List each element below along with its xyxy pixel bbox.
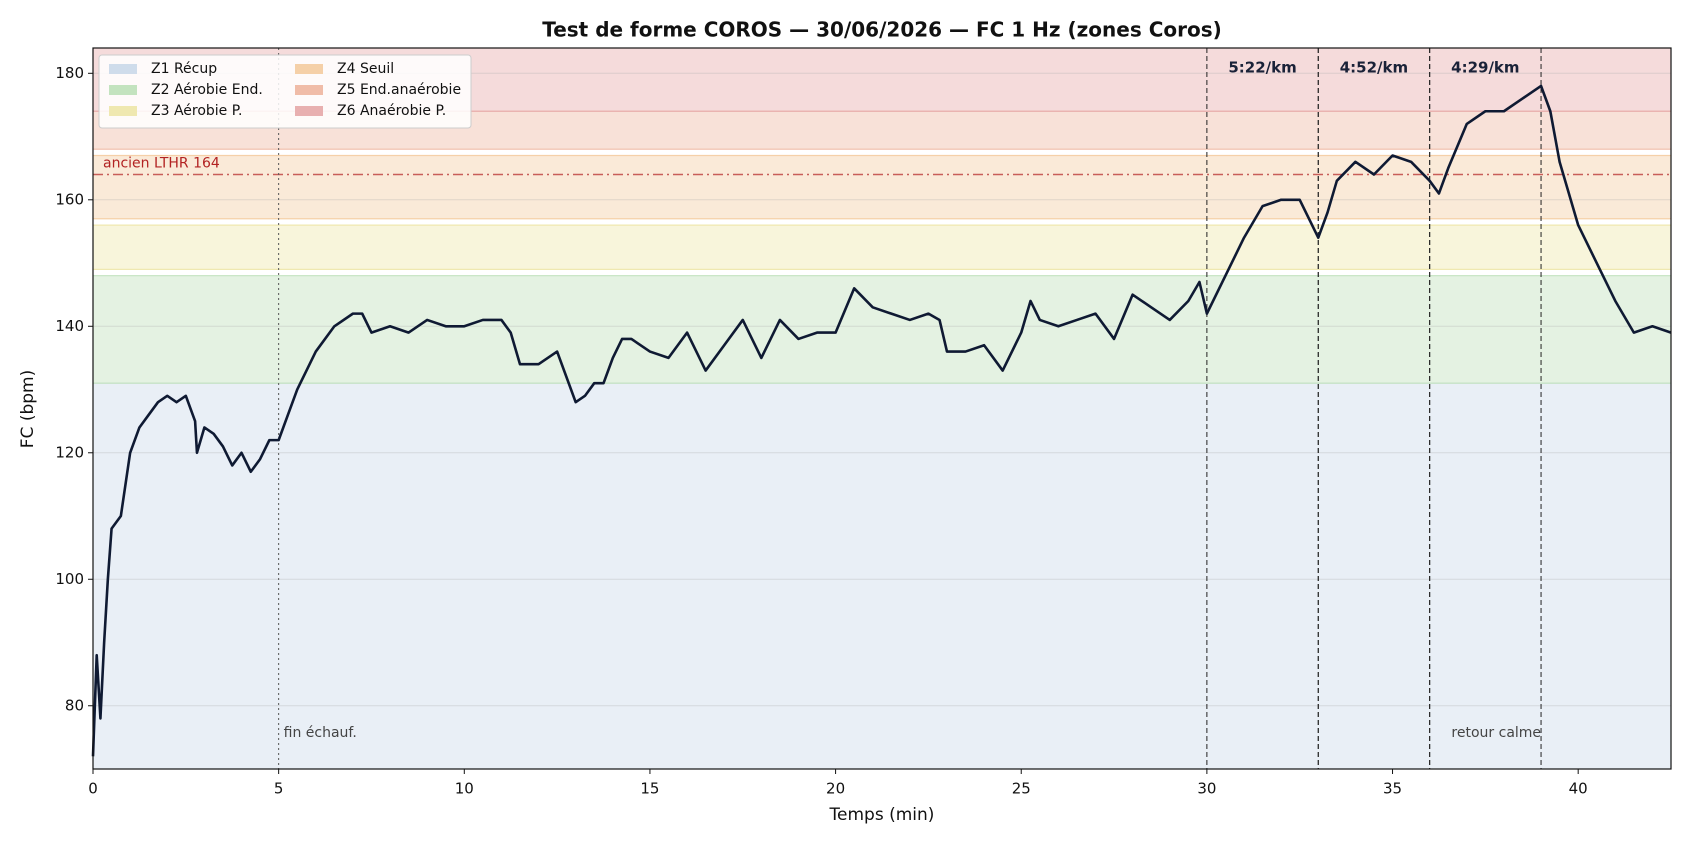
zone-band	[93, 155, 1671, 219]
x-axis-label: Temps (min)	[829, 805, 935, 825]
x-tick-label: 20	[826, 780, 845, 798]
zone-band	[93, 383, 1671, 769]
x-tick-label: 15	[640, 780, 659, 798]
segment-label: 5:22/km	[1228, 59, 1296, 77]
chart-title: Test de forme COROS — 30/06/2026 — FC 1 …	[542, 18, 1222, 42]
hr-line	[91, 84, 1672, 757]
legend-swatch	[109, 64, 137, 74]
reference-label: ancien LTHR 164	[103, 155, 220, 171]
legend-label: Z6 Anaérobie P.	[337, 103, 446, 119]
x-tick-label: 25	[1012, 780, 1031, 798]
y-axis-label: FC (bpm)	[18, 370, 38, 448]
legend-box	[98, 54, 472, 129]
x-tick-label: 0	[88, 780, 98, 798]
legend-label: Z3 Aérobie P.	[151, 103, 242, 119]
cooldown-label: retour calme	[1451, 725, 1541, 741]
x-tick-label: 5	[274, 780, 284, 798]
legend-swatch	[295, 64, 323, 74]
legend-label: Z4 Seuil	[337, 61, 394, 77]
plot-frame	[92, 47, 1672, 770]
legend-swatch	[109, 85, 137, 95]
zone-band	[93, 275, 1671, 384]
y-tick-label: 100	[55, 570, 84, 588]
x-tick-label: 35	[1383, 780, 1402, 798]
legend-swatch	[295, 106, 323, 116]
x-tick-label: 40	[1569, 780, 1588, 798]
zone-band	[93, 225, 1671, 270]
legend-label: Z5 End.anaérobie	[337, 82, 461, 98]
legend-label: Z2 Aérobie End.	[151, 82, 263, 98]
legend-swatch	[109, 106, 137, 116]
segment-label: 4:52/km	[1340, 59, 1408, 77]
legend-label: Z1 Récup	[151, 61, 217, 77]
y-tick-label: 160	[55, 190, 84, 208]
y-tick-label: 180	[55, 64, 84, 82]
warmup-label: fin échauf.	[284, 725, 357, 741]
y-tick-label: 120	[55, 443, 84, 461]
y-tick-label: 80	[65, 696, 84, 714]
x-tick-label: 10	[455, 780, 474, 798]
legend-swatch	[295, 85, 323, 95]
y-tick-label: 140	[55, 317, 84, 335]
segment-label: 4:29/km	[1451, 59, 1519, 77]
x-tick-label: 30	[1197, 780, 1216, 798]
